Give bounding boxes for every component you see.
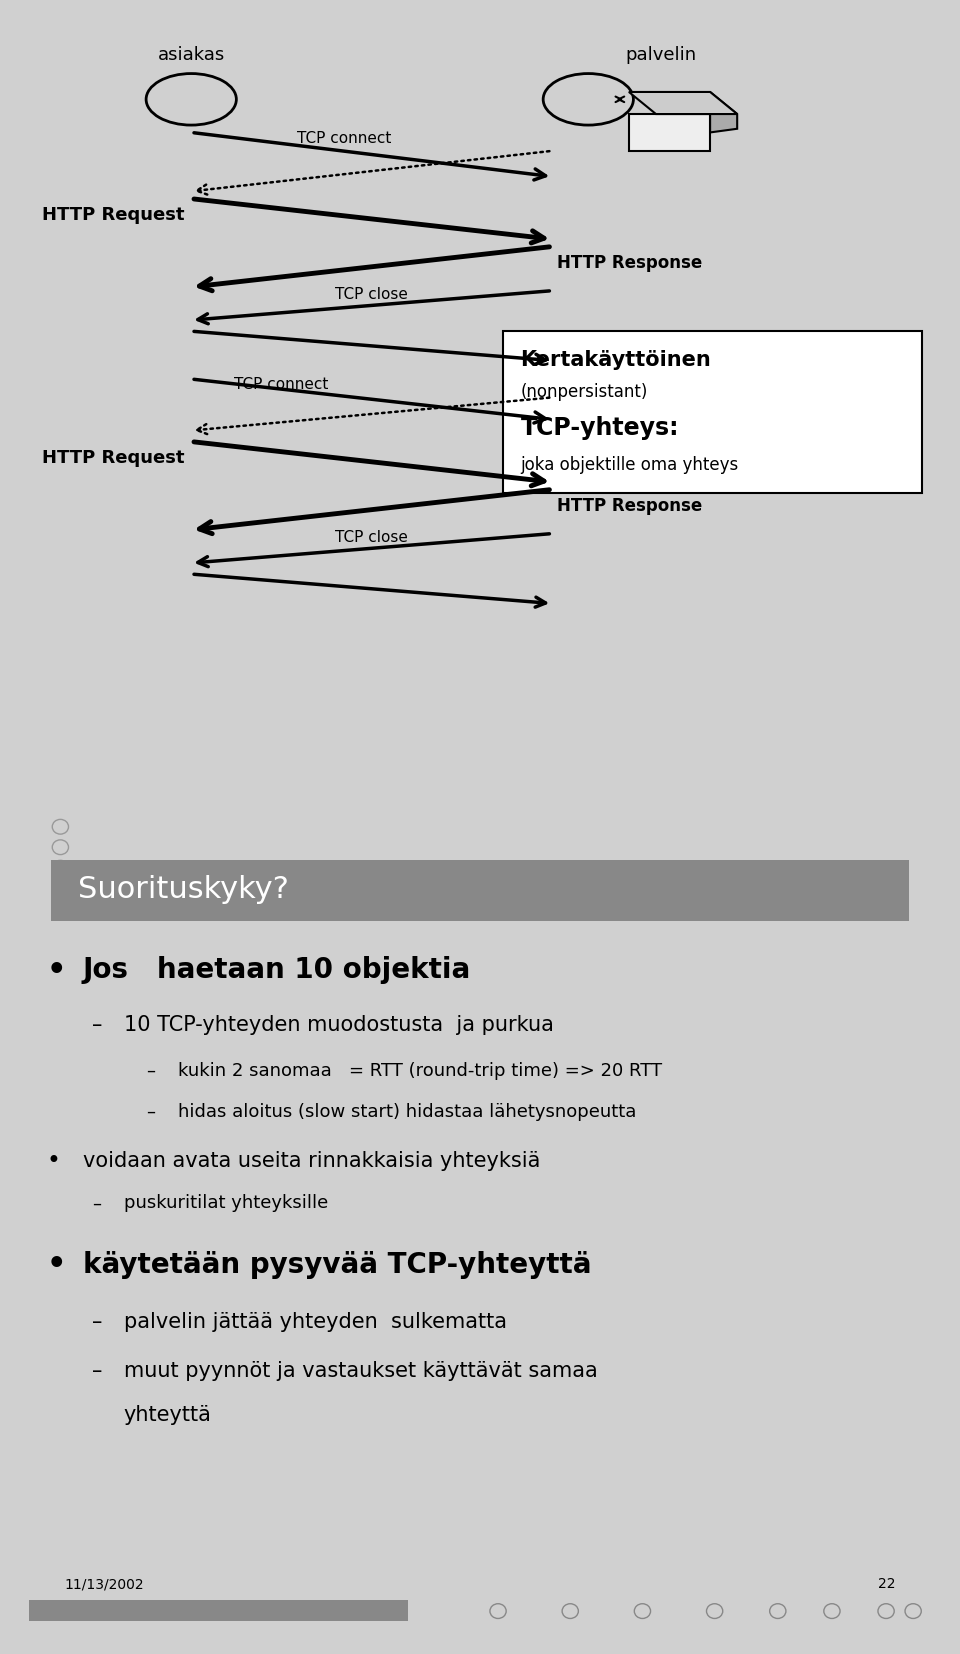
Text: 10 TCP-yhteyden muodostusta  ja purkua: 10 TCP-yhteyden muodostusta ja purkua xyxy=(124,1016,553,1035)
Text: kukin 2 sanomaa   = RTT (round-trip time) => 20 RTT: kukin 2 sanomaa = RTT (round-trip time) … xyxy=(178,1062,661,1080)
Text: –: – xyxy=(92,1194,101,1212)
Text: Jos   haetaan 10 objektia: Jos haetaan 10 objektia xyxy=(83,956,471,984)
Text: Suorituskyky?: Suorituskyky? xyxy=(79,875,289,905)
Text: •: • xyxy=(47,1150,60,1173)
Text: HTTP Request: HTTP Request xyxy=(42,207,185,225)
Polygon shape xyxy=(629,114,710,151)
Text: TCP close: TCP close xyxy=(335,286,408,301)
Text: puskuritilat yhteyksille: puskuritilat yhteyksille xyxy=(124,1194,327,1212)
Text: palvelin: palvelin xyxy=(625,46,696,65)
Text: (nonpersistant): (nonpersistant) xyxy=(520,382,648,400)
Text: käytetään pysyvää TCP-yhteyttä: käytetään pysyvää TCP-yhteyttä xyxy=(83,1250,591,1279)
Text: Kertakäyttöinen: Kertakäyttöinen xyxy=(520,349,711,369)
Text: HTTP Response: HTTP Response xyxy=(557,496,702,514)
Text: •: • xyxy=(47,956,66,984)
Text: HTTP Response: HTTP Response xyxy=(557,255,702,273)
Text: muut pyynnöt ja vastaukset käyttävät samaa: muut pyynnöt ja vastaukset käyttävät sam… xyxy=(124,1361,597,1381)
Text: asiakas: asiakas xyxy=(157,46,225,65)
FancyBboxPatch shape xyxy=(52,860,909,921)
Text: voidaan avata useita rinnakkaisia yhteyksiä: voidaan avata useita rinnakkaisia yhteyk… xyxy=(83,1151,540,1171)
Polygon shape xyxy=(710,93,737,132)
FancyBboxPatch shape xyxy=(503,331,923,493)
Text: –: – xyxy=(146,1103,156,1121)
Text: –: – xyxy=(92,1312,103,1331)
Text: –: – xyxy=(92,1361,103,1381)
Text: joka objektille oma yhteys: joka objektille oma yhteys xyxy=(520,457,739,475)
Text: •: • xyxy=(47,1250,66,1279)
Text: yhteyttä: yhteyttä xyxy=(124,1404,211,1424)
FancyBboxPatch shape xyxy=(29,1601,408,1621)
Text: –: – xyxy=(146,1062,156,1080)
Text: TCP-yhteys:: TCP-yhteys: xyxy=(520,415,679,440)
Text: HTTP Request: HTTP Request xyxy=(42,450,185,466)
Text: –: – xyxy=(92,1016,103,1035)
Text: hidas aloitus (slow start) hidastaa lähetysnopeutta: hidas aloitus (slow start) hidastaa lähe… xyxy=(178,1103,636,1121)
Text: TCP connect: TCP connect xyxy=(298,131,392,146)
Text: palvelin jättää yhteyden  sulkematta: palvelin jättää yhteyden sulkematta xyxy=(124,1312,507,1331)
Text: TCP connect: TCP connect xyxy=(234,377,328,392)
Text: 11/13/2002: 11/13/2002 xyxy=(65,1576,145,1591)
Polygon shape xyxy=(629,93,737,114)
Text: TCP close: TCP close xyxy=(335,529,408,544)
Text: 22: 22 xyxy=(877,1576,895,1591)
